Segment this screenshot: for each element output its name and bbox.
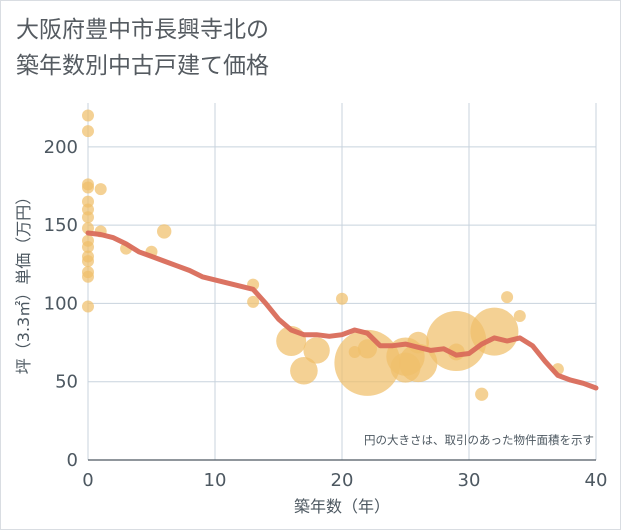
data-point [94,183,107,196]
x-axis-label: 築年数（年） [294,497,390,516]
x-tick-label: 30 [458,470,481,491]
data-point [82,211,94,224]
data-point [82,109,94,122]
data-point [157,224,172,239]
y-tick-label: 100 [44,293,78,314]
data-point [82,300,94,313]
data-point [82,270,94,283]
chart-title-line-1: 大阪府豊中市長興寺北の [16,17,269,43]
y-tick-label: 200 [44,137,78,158]
y-tick-label: 50 [55,372,78,393]
data-point [82,241,94,254]
data-point [82,255,94,268]
trend-line [85,230,599,391]
data-point [336,292,348,305]
chart-title-line-2: 築年数別中古戸建て価格 [16,53,269,79]
data-point [357,339,377,359]
data-point [82,125,94,138]
y-tick-label: 150 [44,215,78,236]
x-tick-label: 0 [82,470,93,491]
x-tick-label: 10 [204,470,227,491]
data-point [290,356,318,385]
y-axis-label: 坪（3.3㎡）単価（万円） [14,189,33,374]
chart-title: 大阪府豊中市長興寺北の 築年数別中古戸建て価格 [16,12,269,84]
data-point [82,181,94,194]
tick-labels: 0 10 20 30 40 0 50 100 150 200 [44,137,608,491]
data-point [303,337,330,364]
data-point [247,295,260,308]
data-point [348,345,361,358]
data-point [390,352,421,383]
x-tick-label: 40 [585,470,608,491]
x-tick-label: 20 [331,470,354,491]
data-point [513,309,526,322]
data-point [501,291,514,304]
y-tick-label: 0 [67,450,78,471]
data-point [475,387,489,401]
size-note: 円の大きさは、取引のあった物件面積を示す [364,433,594,447]
